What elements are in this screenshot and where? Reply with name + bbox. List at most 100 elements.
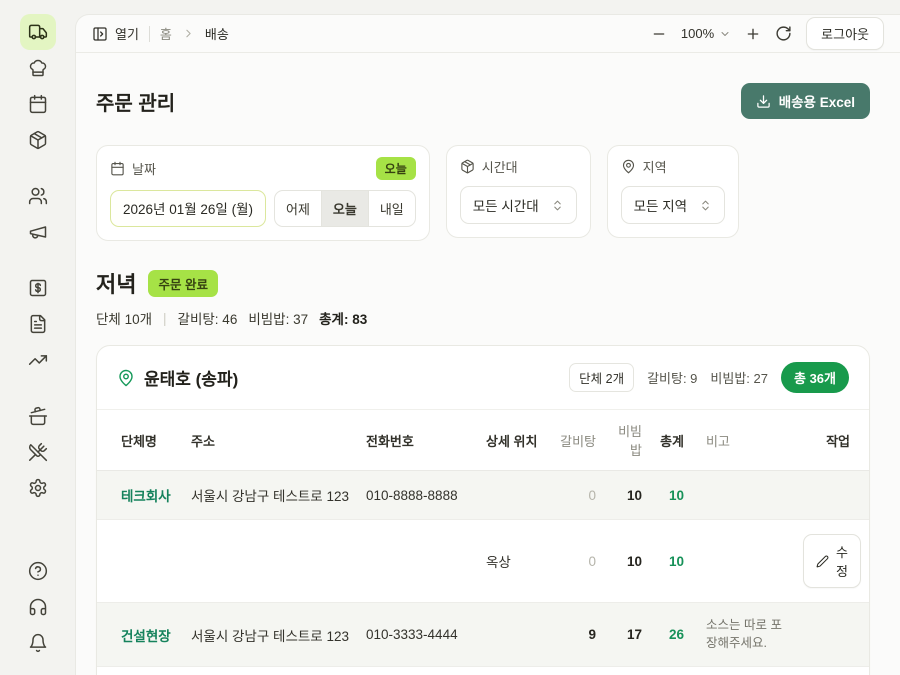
file-text-icon: [28, 314, 48, 334]
group-card-yuntaeho: 윤태호 (송파) 단체 2개 갈비탕: 9 비빔밥: 27 총 36개 단체명: [96, 345, 870, 675]
package-icon: [460, 159, 475, 174]
galbitang-cell: 0: [588, 553, 596, 569]
note-cell: [690, 471, 797, 520]
breadcrumb-home[interactable]: 홈: [159, 27, 172, 42]
note-cell: [690, 667, 797, 675]
action-cell: [797, 603, 869, 667]
sidebar-item-delivery[interactable]: [19, 14, 56, 50]
region-select[interactable]: 모든 지역: [620, 186, 726, 224]
stat-group-count: 단체 10개: [96, 312, 153, 327]
sidebar-item-kitchen[interactable]: [20, 50, 56, 86]
zoom-out-button[interactable]: [651, 26, 667, 42]
divider: [148, 25, 150, 42]
section-title: 저녁: [96, 272, 137, 297]
col-header-total: 총계: [648, 410, 690, 471]
region-filter-card: 지역 모든 지역: [606, 145, 740, 238]
yesterday-button[interactable]: 어제: [286, 202, 310, 217]
chef-hat-icon: [28, 58, 48, 78]
chevron-right-icon: [182, 27, 195, 40]
location-cell: 옥상: [486, 555, 511, 570]
filters: 날짜 오늘 2026년 01월 26일 (월) 어제 오늘 내일: [96, 145, 870, 241]
table-row: 옥상 9 17 26 수정: [97, 666, 869, 675]
note-cell: [690, 520, 797, 603]
today-button[interactable]: 오늘: [320, 191, 368, 226]
col-header-org: 단체명: [97, 410, 185, 471]
group-count-badge: 단체 2개: [569, 363, 635, 392]
location-cell: 옥상: [480, 667, 552, 675]
map-pin-icon: [117, 369, 135, 387]
region-select-value: 모든 지역: [633, 199, 688, 214]
calendar-icon: [110, 161, 125, 176]
address-cell: 서울시 강남구 테스트로 123: [191, 489, 349, 504]
bibimbap-cell: 10: [626, 553, 642, 569]
table-row: 옥상 0 10 10 수정: [97, 519, 869, 603]
topbar: 열기 홈 배송 100% 로그아웃: [76, 15, 900, 53]
tomorrow-button[interactable]: 내일: [367, 191, 415, 226]
sidebar-item-documents[interactable]: [20, 306, 56, 342]
zoom-level-control[interactable]: 100%: [681, 26, 731, 41]
galbitang-cell: 9: [588, 627, 596, 642]
bell-icon: [28, 633, 48, 653]
excel-button-label: 배송용 Excel: [778, 95, 855, 110]
sidebar: [0, 0, 75, 675]
main-panel: 열기 홈 배송 100% 로그아웃 주문 관리 배송용 Excel: [75, 14, 900, 675]
sidebar-item-support[interactable]: [20, 589, 56, 625]
sidebar-item-settings[interactable]: [20, 470, 56, 506]
address-cell: [185, 667, 360, 675]
status-badge: 주문 완료: [148, 269, 218, 297]
sidebar-item-marketing[interactable]: [20, 214, 56, 250]
edit-button-label: 수정: [836, 545, 848, 579]
today-badge: 오늘: [375, 157, 416, 180]
orders-table: 단체명 주소 전화번호 상세 위치 갈비탕 비빔밥 총계 비고 작업 테크회사: [97, 410, 869, 675]
excel-export-button[interactable]: 배송용 Excel: [740, 83, 870, 119]
galbitang-cell: 9: [552, 667, 602, 675]
col-header-address: 주소: [185, 410, 360, 471]
bibimbap-cell: 10: [626, 487, 642, 503]
address-cell: 서울시 강남구 테스트로 123: [191, 628, 349, 644]
stat-total: 총계: 83: [319, 312, 368, 327]
total-cell: 26: [668, 627, 684, 642]
timeslot-filter-card: 시간대 모든 시간대: [445, 145, 591, 238]
headphones-icon: [28, 597, 48, 617]
utensils-icon: [28, 442, 48, 462]
truck-icon: [28, 22, 48, 42]
sidebar-item-menu[interactable]: [20, 434, 56, 470]
dollar-square-icon: [28, 278, 48, 298]
timeslot-select[interactable]: 모든 시간대: [459, 186, 577, 224]
action-cell: 수정: [797, 520, 869, 603]
org-link[interactable]: 테크회사: [121, 489, 171, 504]
org-cell: [97, 520, 185, 603]
map-pin-icon: [621, 159, 636, 174]
date-input[interactable]: 2026년 01월 26일 (월): [110, 190, 266, 227]
sidebar-item-analytics[interactable]: [20, 342, 56, 378]
org-link[interactable]: 건설현장: [121, 628, 171, 644]
stat-divider: |: [163, 310, 167, 326]
action-cell: [797, 471, 869, 520]
sidebar-item-inventory[interactable]: [20, 122, 56, 158]
sidebar-item-calendar[interactable]: [20, 86, 56, 122]
zoom-in-button[interactable]: [745, 26, 761, 42]
megaphone-icon: [28, 222, 48, 242]
group-galbitang: 갈비탕: 9: [647, 371, 698, 386]
help-icon: [28, 561, 48, 581]
chevrons-up-down-icon: [699, 199, 712, 212]
sidebar-item-sales[interactable]: [20, 270, 56, 306]
trending-up-icon: [28, 350, 48, 370]
phone-cell: [360, 520, 480, 603]
users-icon: [28, 186, 48, 206]
stat-bibimbap: 비빔밥: 37: [248, 312, 309, 327]
sidebar-item-notifications[interactable]: [20, 625, 56, 661]
sidebar-item-customers[interactable]: [20, 178, 56, 214]
table-row: 건설현장 서울시 강남구 테스트로 123 010-3333-4444 9 17…: [97, 602, 869, 667]
timeslot-filter-label: 시간대: [481, 160, 518, 175]
date-quick-segment: 어제 오늘 내일: [274, 190, 416, 227]
refresh-button[interactable]: [775, 25, 792, 42]
sidebar-item-cooking[interactable]: [20, 398, 56, 434]
open-sidebar-button[interactable]: 열기: [92, 24, 139, 43]
edit-button[interactable]: 수정: [803, 534, 861, 588]
col-header-bibimbap: 비빔밥: [602, 410, 648, 471]
galbitang-cell: 0: [588, 487, 596, 503]
sidebar-item-help[interactable]: [20, 553, 56, 589]
logout-button[interactable]: 로그아웃: [806, 17, 884, 50]
total-cell: 10: [668, 487, 684, 503]
